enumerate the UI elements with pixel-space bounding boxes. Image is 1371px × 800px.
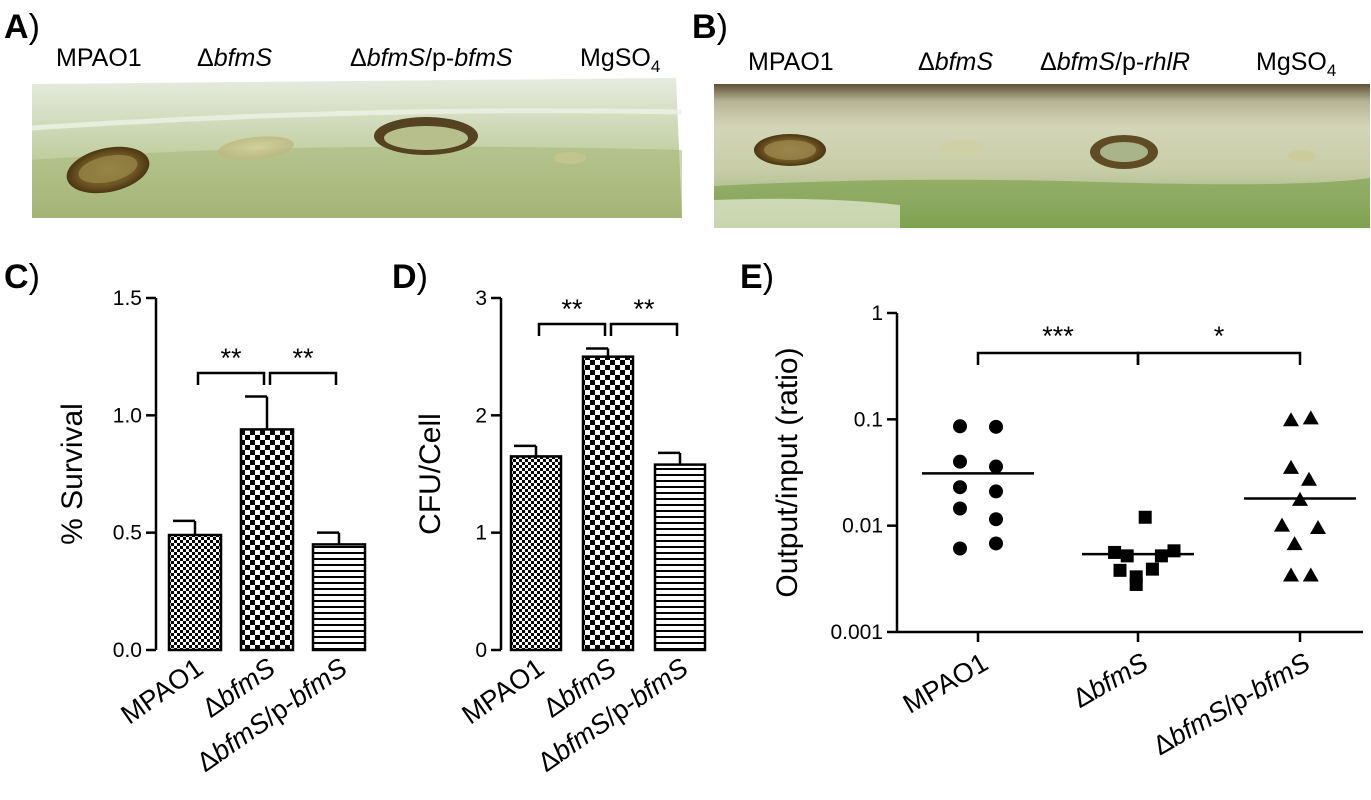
panel-label-a: A) bbox=[4, 8, 40, 46]
chart-d-significance-bracket bbox=[537, 322, 607, 336]
photo-a-label-2: ΔbfmS bbox=[197, 44, 272, 72]
chart-e-point-square bbox=[1120, 549, 1134, 563]
chart-e-category-label: MPAO1 bbox=[898, 647, 993, 719]
chart-c-y-axis-title: % Survival bbox=[56, 403, 89, 545]
photo-b-label-2: ΔbfmS bbox=[918, 48, 993, 76]
chart-e-point-square bbox=[1154, 549, 1168, 563]
photo-a-label-4: MgSO4 bbox=[580, 44, 660, 76]
chart-e-point-circle bbox=[989, 459, 1003, 474]
chart-e-point-circle bbox=[953, 419, 967, 434]
chart-d-significance-label: ** bbox=[561, 294, 583, 324]
chart-e-significance-bracket bbox=[1136, 351, 1302, 365]
chart-e-point-square bbox=[1145, 562, 1159, 576]
chart-c-y-tick-label: 0.0 bbox=[113, 639, 142, 662]
chart-c-significance-label: ** bbox=[220, 343, 242, 373]
chart-d-bar bbox=[509, 455, 563, 652]
chart-c-axis: 0.0 0.5 1.0 1.5 % Survival bbox=[56, 287, 158, 662]
chart-e-point-square bbox=[1129, 577, 1143, 591]
chart-e-y-tick-label: 0.01 bbox=[842, 515, 883, 538]
chart-e-point-circle bbox=[953, 541, 967, 556]
photo-a bbox=[31, 78, 683, 218]
photo-b bbox=[714, 84, 1370, 228]
chart-c-significance-label: ** bbox=[292, 343, 314, 373]
chart-d-y-tick-label: 0 bbox=[475, 639, 487, 662]
photo-b-label-4: MgSO4 bbox=[1256, 48, 1336, 80]
chart-e-point-triangle bbox=[1274, 517, 1290, 532]
photo-a-labels: MPAO1 ΔbfmS ΔbfmS/p-bfmS MgSO4 bbox=[56, 44, 660, 76]
chart-c-bars bbox=[167, 395, 367, 652]
chart-e-point-triangle bbox=[1283, 412, 1299, 427]
chart-c-survival: 0.00.51.01.5% SurvivalMPAO1ΔbfmSΔbfmS/p-… bbox=[56, 287, 367, 778]
chart-e-group-squares bbox=[1108, 510, 1181, 591]
chart-c-bar bbox=[167, 533, 223, 652]
chart-e-point-triangle bbox=[1283, 567, 1299, 582]
chart-e-y-tick-label: 0.1 bbox=[854, 408, 883, 431]
chart-e-axis: 0.001 0.01 0.1 1 Output/input (ratio) bbox=[771, 302, 1363, 644]
chart-e-group-circles bbox=[953, 419, 1003, 556]
chart-e-output-input-ratio: 0.001 0.01 0.1 1 Output/input (ratio) MPAO1 Δb… bbox=[771, 302, 1363, 761]
photo-b-label-1: MPAO1 bbox=[748, 48, 834, 76]
chart-e-point-square bbox=[1108, 545, 1122, 559]
chart-d-y-tick-label: 1 bbox=[475, 522, 487, 545]
photo-a-label-1: MPAO1 bbox=[56, 44, 142, 72]
chart-e-y-tick-label: 0.001 bbox=[830, 621, 883, 644]
chart-e-point-circle bbox=[989, 536, 1003, 551]
panel-label-e: E) bbox=[740, 258, 774, 296]
chart-e-point-triangle bbox=[1301, 471, 1317, 486]
chart-d-category-label: MPAO1 bbox=[456, 652, 549, 730]
chart-c-significance-bracket bbox=[196, 371, 266, 385]
chart-e-point-square bbox=[1113, 563, 1127, 577]
panel-label-d: D) bbox=[392, 258, 428, 296]
chart-e-point-circle bbox=[953, 454, 967, 469]
chart-e-y-axis-title: Output/input (ratio) bbox=[771, 347, 804, 597]
photo-a-label-3: ΔbfmS/p-bfmS bbox=[350, 44, 513, 72]
chart-c-y-tick-label: 1.5 bbox=[113, 287, 142, 310]
chart-e-point-triangle bbox=[1286, 536, 1303, 551]
chart-d-bars bbox=[509, 347, 707, 652]
chart-c-y-tick-label: 1.0 bbox=[113, 404, 142, 427]
panel-label-c: C) bbox=[4, 258, 40, 296]
chart-d-significance-bracket bbox=[609, 322, 679, 336]
chart-e-point-triangle bbox=[1302, 410, 1319, 425]
chart-e-point-circle bbox=[989, 419, 1003, 434]
chart-c-y-tick-label: 0.5 bbox=[113, 522, 142, 545]
chart-d-y-tick-label: 2 bbox=[475, 404, 487, 427]
chart-e-significance-label: *** bbox=[1042, 321, 1074, 351]
chart-c-significance-bracket bbox=[268, 371, 338, 385]
chart-d-bar bbox=[653, 463, 707, 652]
chart-e-point-triangle bbox=[1310, 520, 1326, 535]
chart-e-point-circle bbox=[953, 480, 967, 495]
chart-e-group-triangles bbox=[1274, 410, 1326, 582]
chart-e-significance-label: * bbox=[1214, 321, 1225, 351]
photo-b-labels: MPAO1 ΔbfmS ΔbfmS/p-rhlR MgSO4 bbox=[748, 48, 1336, 80]
chart-d-axis: 0 1 2 3 CFU/Cell bbox=[414, 287, 503, 662]
chart-e-point-circle bbox=[953, 501, 967, 516]
chart-c-bar bbox=[239, 428, 295, 652]
chart-d-bar bbox=[581, 355, 635, 652]
chart-e-point-square bbox=[1138, 510, 1152, 524]
chart-c-bar bbox=[311, 543, 367, 652]
chart-e-point-triangle bbox=[1283, 459, 1299, 474]
chart-e-category-label: ΔbfmS/p-bfmS bbox=[1148, 647, 1315, 761]
chart-e-point-triangle bbox=[1302, 567, 1319, 582]
chart-e-point-circle bbox=[989, 512, 1003, 527]
chart-e-y-tick-label: 1 bbox=[871, 302, 883, 325]
chart-e-point-circle bbox=[989, 484, 1003, 499]
photo-b-label-3: ΔbfmS/p-rhlR bbox=[1040, 48, 1190, 76]
chart-e-category-label: ΔbfmS bbox=[1068, 647, 1153, 714]
chart-c-category-label: MPAO1 bbox=[115, 652, 208, 730]
chart-e-significance-bracket bbox=[976, 351, 1140, 365]
chart-d-significance-label: ** bbox=[633, 294, 655, 324]
panel-label-b: B) bbox=[692, 8, 728, 46]
chart-d-y-axis-title: CFU/Cell bbox=[414, 413, 447, 535]
chart-d-y-tick-label: 3 bbox=[475, 287, 487, 310]
